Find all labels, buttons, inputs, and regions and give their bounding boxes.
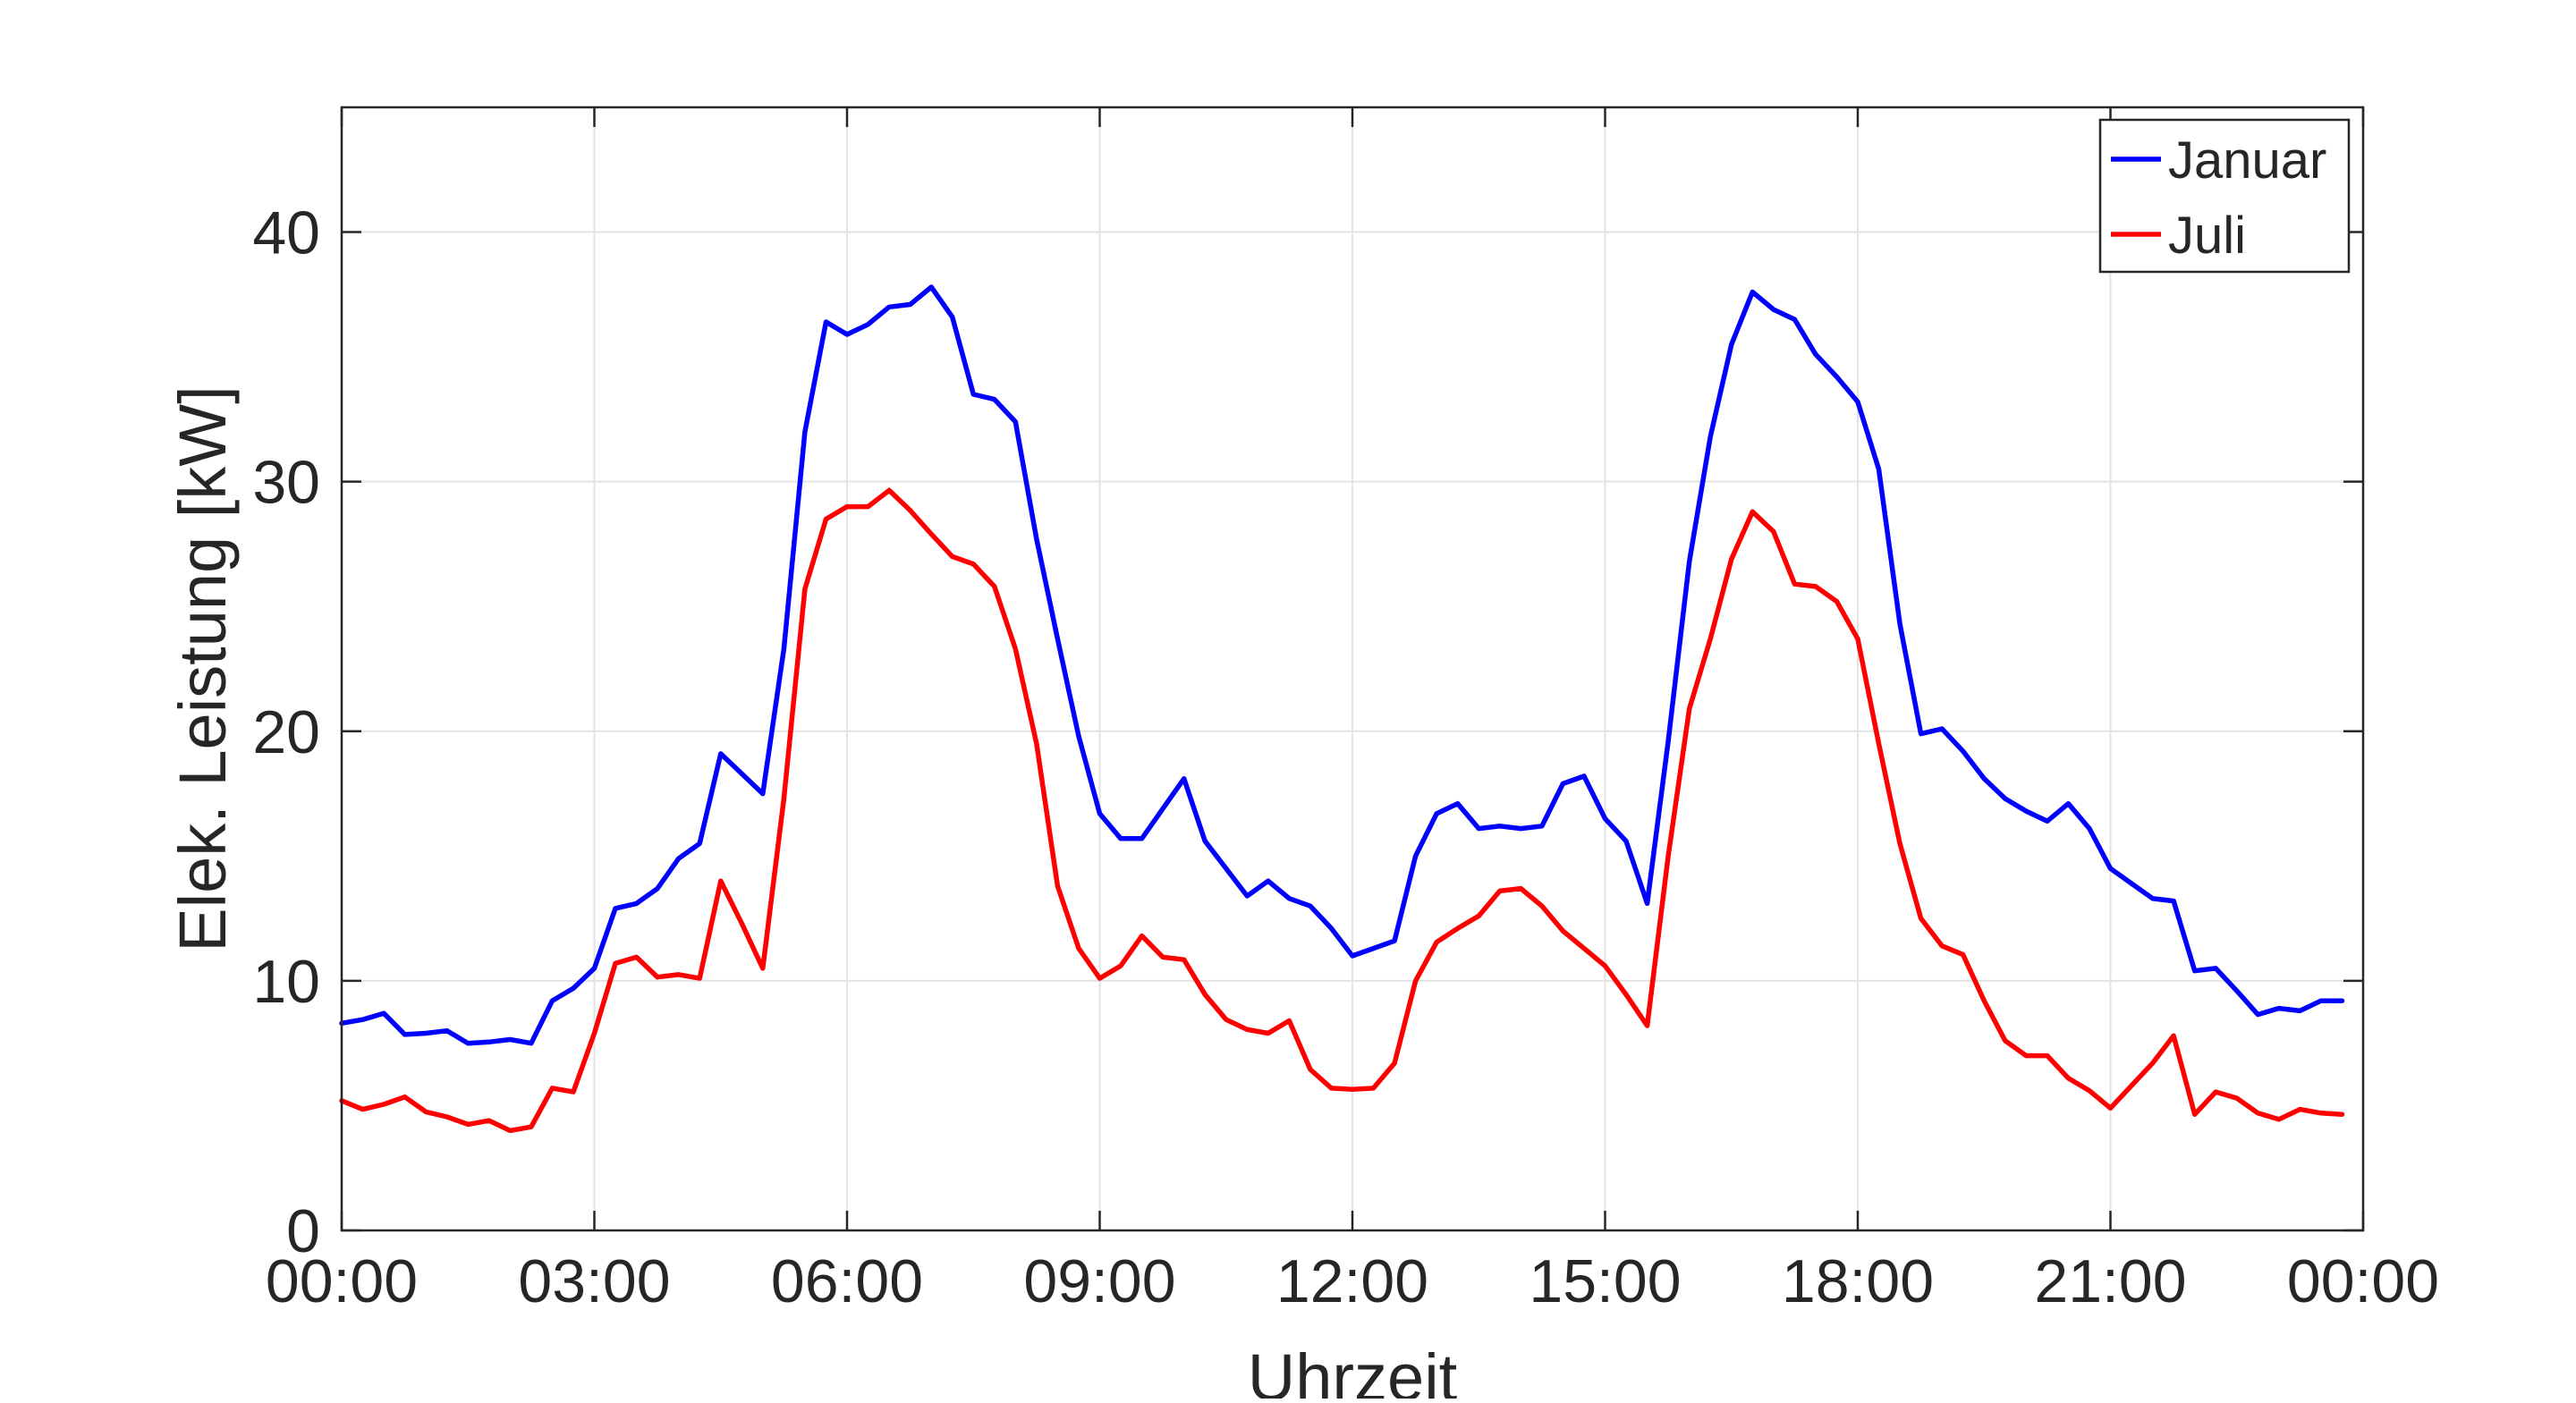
x-tick-label: 03:00 [518, 1247, 670, 1315]
x-tick-label: 00:00 [266, 1247, 418, 1315]
legend-box [2098, 118, 2351, 274]
x-tick-label: 00:00 [2287, 1247, 2439, 1315]
x-tick-label: 12:00 [1276, 1247, 1428, 1315]
legend: Januar Juli [2098, 118, 2351, 274]
x-tick-label: 09:00 [1023, 1247, 1175, 1315]
x-tick-label: 06:00 [771, 1247, 923, 1315]
y-tick-label: 10 [252, 948, 320, 1016]
y-tick-label: 20 [252, 698, 320, 766]
x-axis-label: Uhrzeit [1248, 1340, 1458, 1399]
legend-label-januar: Januar [2168, 131, 2326, 190]
y-axis-label: Elek. Leistung [kW] [165, 385, 240, 951]
series-line-juli [339, 487, 2345, 1134]
axis-ticks: 00:00 03:00 06:00 09:00 12:00 15:00 18:00 21:00… [252, 107, 2439, 1315]
series-layer [339, 284, 2345, 1134]
y-tick-label: 40 [252, 199, 320, 267]
x-tick-label: 15:00 [1529, 1247, 1681, 1315]
x-tick-label: 18:00 [1782, 1247, 1934, 1315]
legend-label-juli: Juli [2168, 207, 2246, 265]
y-tick-label: 30 [252, 449, 320, 517]
y-tick-label: 0 [286, 1197, 320, 1265]
x-tick-label: 21:00 [2034, 1247, 2186, 1315]
series-line-januar [339, 284, 2345, 1046]
